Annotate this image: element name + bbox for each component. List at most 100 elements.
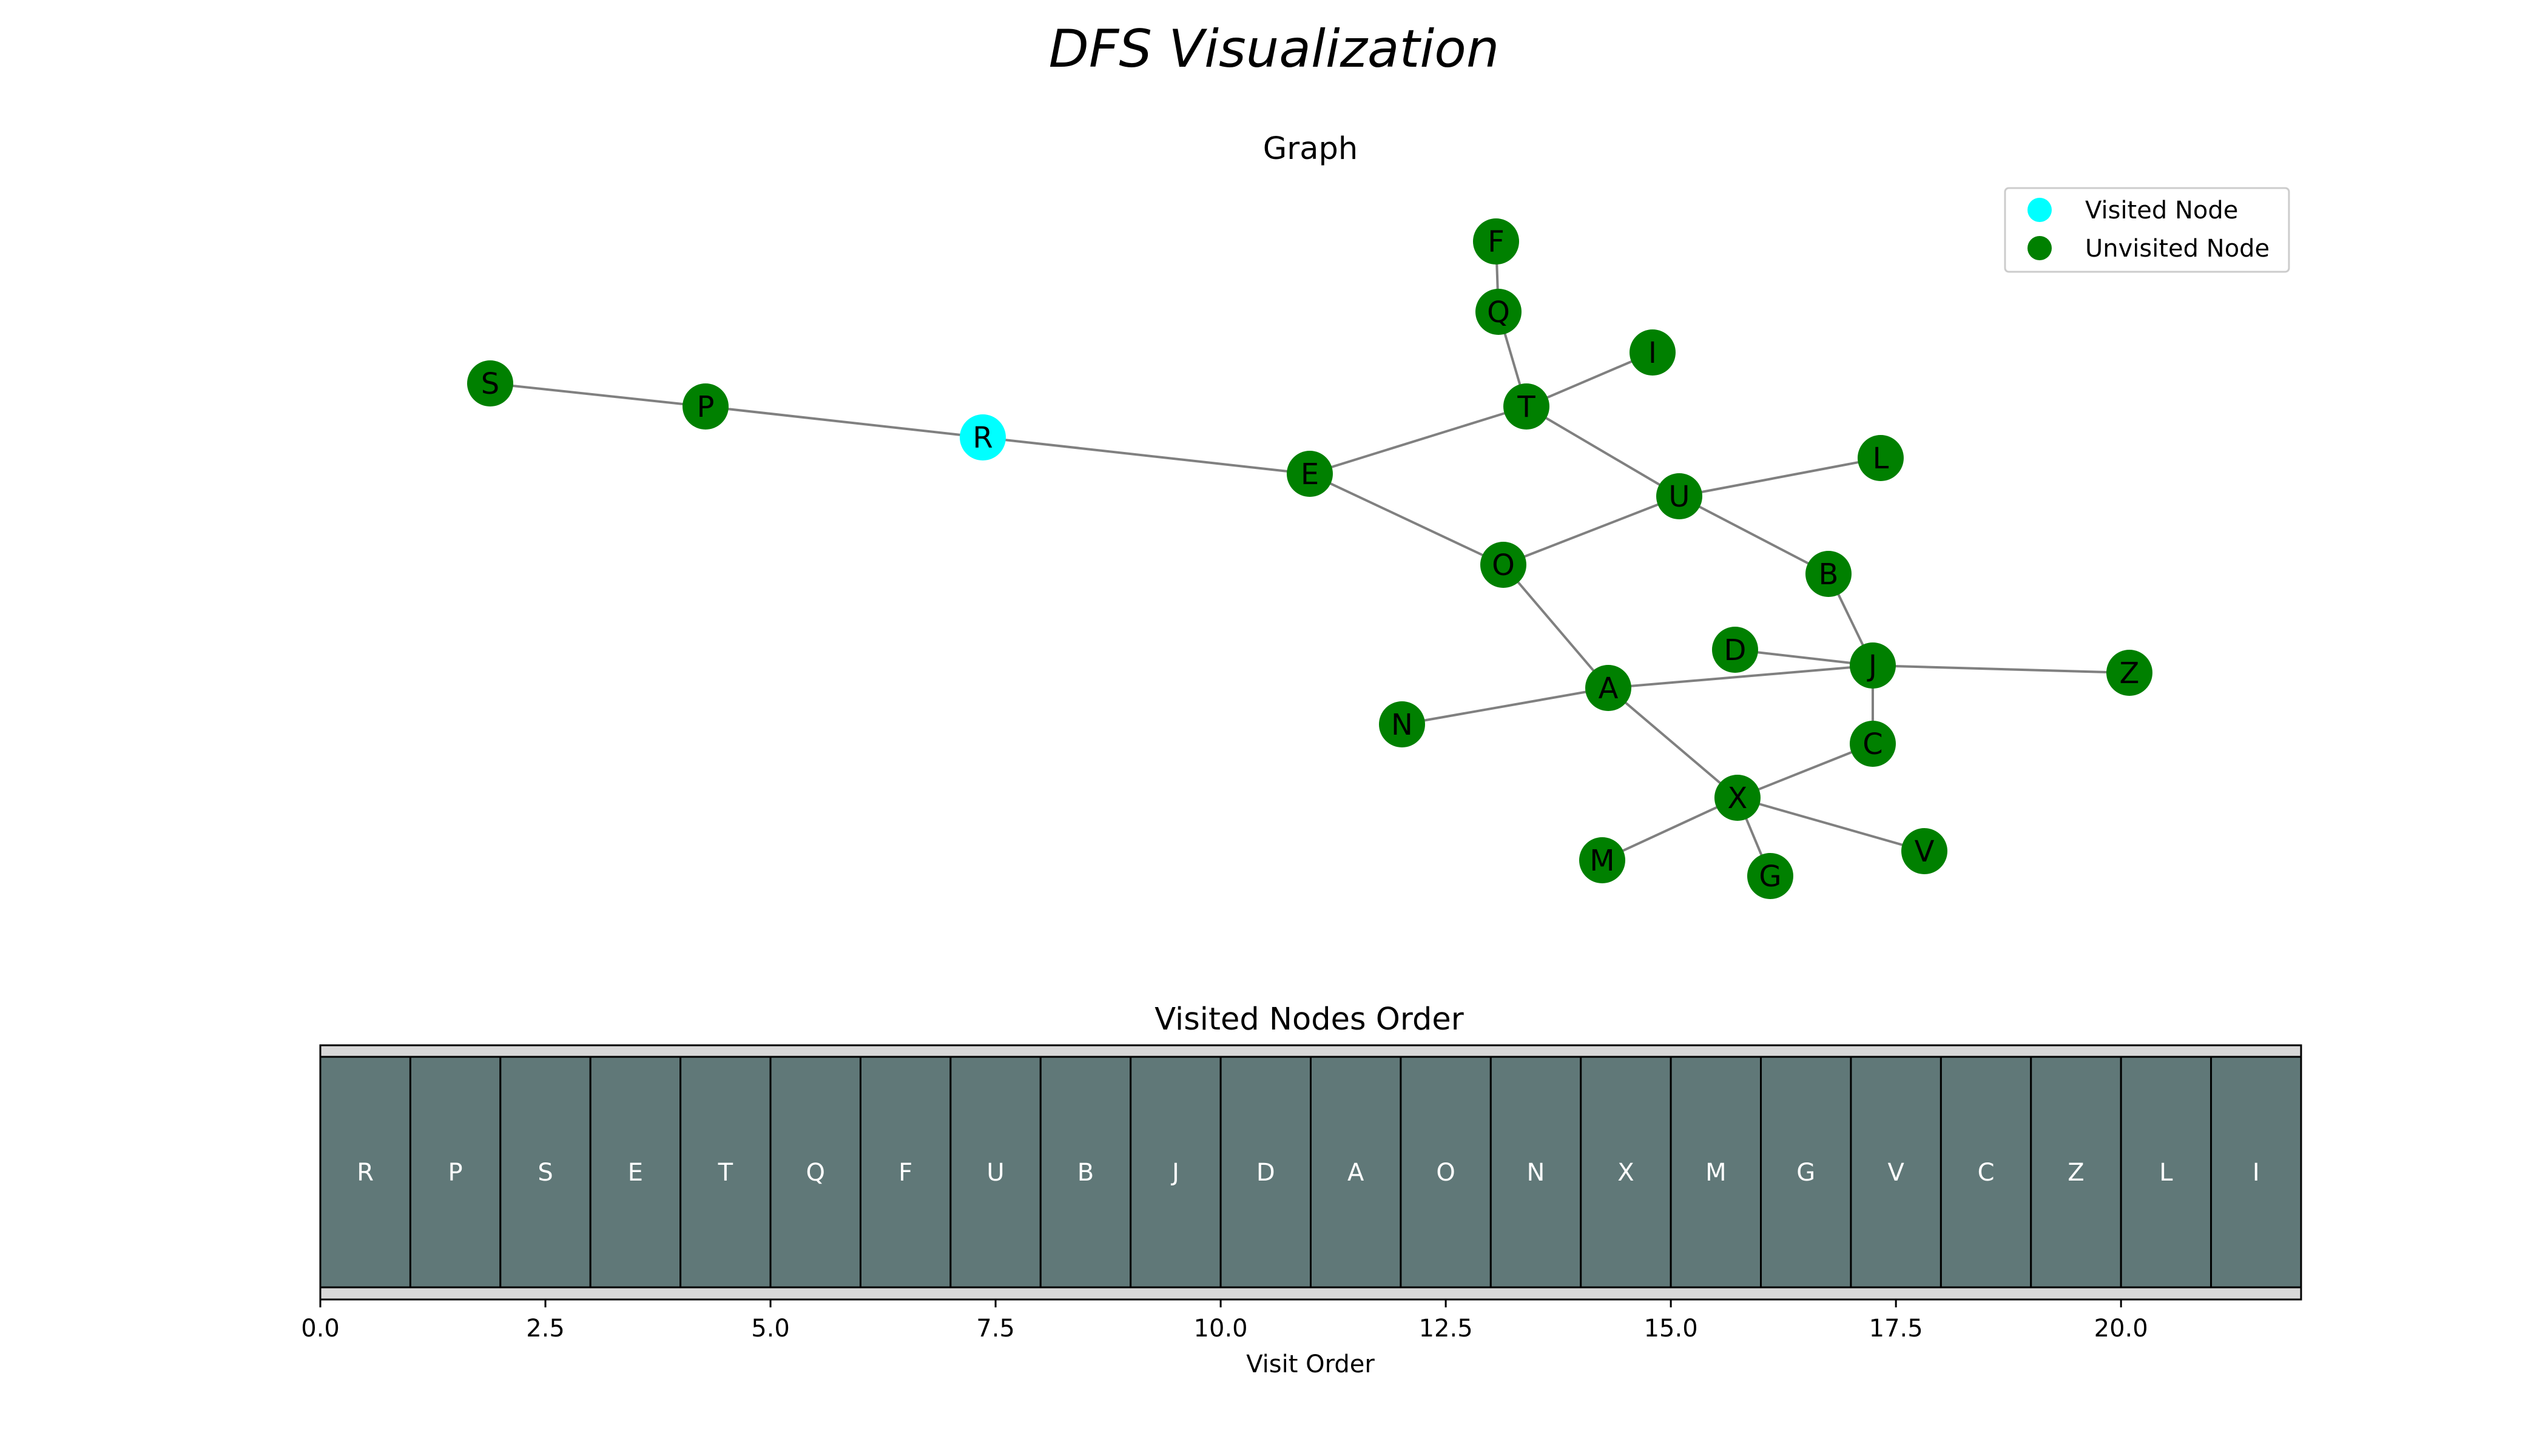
- order-cell-21: [2120, 1056, 2213, 1289]
- node-label-o: O: [1492, 548, 1515, 582]
- node-label-u: U: [1668, 480, 1690, 514]
- edge-r-e: [982, 436, 1310, 475]
- order-cell-20: [2030, 1056, 2122, 1289]
- edge-x-c: [1737, 743, 1873, 799]
- x-tick-label-1: 2.5: [526, 1315, 565, 1343]
- node-q: [1475, 289, 1522, 335]
- x-tick-label-0: 0.0: [301, 1315, 340, 1343]
- node-o: [1480, 542, 1526, 588]
- order-cell-label-4: E: [628, 1159, 643, 1187]
- node-i: [1630, 329, 1676, 376]
- node-label-m: M: [1589, 844, 1614, 878]
- edge-u-o: [1503, 495, 1680, 566]
- order-cell-label-3: S: [538, 1159, 553, 1187]
- order-cell-label-7: F: [898, 1159, 912, 1187]
- edge-d-j: [1734, 649, 1873, 667]
- edge-a-x: [1607, 687, 1739, 799]
- edge-a-j: [1608, 664, 1873, 689]
- node-f: [1473, 218, 1519, 265]
- node-j: [1850, 642, 1896, 689]
- x-tick-label-2: 5.0: [751, 1315, 790, 1343]
- node-l: [1858, 435, 1904, 481]
- edge-u-b: [1679, 495, 1829, 575]
- order-cell-label-15: X: [1617, 1159, 1634, 1187]
- order-cell-label-18: V: [1887, 1159, 1904, 1187]
- node-g: [1747, 853, 1793, 899]
- legend-label-visited: Visited Node: [2085, 197, 2238, 224]
- node-m: [1579, 837, 1625, 883]
- node-label-p: P: [697, 390, 715, 424]
- node-n: [1379, 701, 1425, 747]
- node-label-e: E: [1301, 457, 1319, 491]
- order-cell-label-22: I: [2253, 1159, 2260, 1187]
- graph-legend: Visited Node Unvisited Node: [2004, 187, 2290, 273]
- order-cell-label-14: N: [1527, 1159, 1545, 1187]
- order-cell-4: [589, 1056, 682, 1289]
- order-cell-label-12: A: [1347, 1159, 1364, 1187]
- node-a: [1585, 665, 1631, 711]
- x-tick-label-5: 12.5: [1419, 1315, 1473, 1343]
- order-cell-1: [319, 1056, 411, 1289]
- node-c: [1850, 721, 1896, 767]
- order-cell-9: [1039, 1056, 1132, 1289]
- edge-p-r: [705, 405, 983, 439]
- order-cell-8: [949, 1056, 1042, 1289]
- x-tick-label-6: 15.0: [1644, 1315, 1698, 1343]
- order-cell-2: [409, 1056, 502, 1289]
- graph-panel: Graph S P R E T Q F I U L O B J D Z A N C X M G V Visited Nod…: [467, 131, 2290, 899]
- node-label-q: Q: [1487, 295, 1510, 329]
- node-label-b: B: [1819, 558, 1839, 592]
- edge-e-t: [1309, 405, 1527, 475]
- node-label-t: T: [1517, 390, 1535, 424]
- edge-o-a: [1502, 564, 1609, 689]
- order-cell-label-11: D: [1256, 1159, 1275, 1187]
- node-label-l: L: [1873, 442, 1889, 476]
- node-r: [960, 414, 1006, 460]
- graph-nodes: S P R E T Q F I U L O B J D Z A N C X M G V: [467, 218, 2152, 899]
- order-xlabel: Visit Order: [1246, 1350, 1375, 1378]
- edge-n-a: [1401, 687, 1609, 726]
- order-cell-16: [1670, 1056, 1762, 1289]
- edge-x-m: [1602, 797, 1738, 861]
- node-label-c: C: [1862, 727, 1883, 761]
- node-p: [682, 383, 729, 430]
- order-cell-label-1: R: [357, 1159, 374, 1187]
- order-cell-label-20: Z: [2068, 1159, 2084, 1187]
- order-cell-19: [1940, 1056, 2032, 1289]
- node-z: [2106, 650, 2152, 696]
- edge-s-p: [490, 382, 706, 408]
- x-tick-label-7: 17.5: [1869, 1315, 1923, 1343]
- order-title: Visited Nodes Order: [1154, 1002, 1463, 1037]
- node-label-n: N: [1391, 708, 1413, 742]
- node-label-f: F: [1488, 225, 1505, 259]
- graph-title: Graph: [1263, 131, 1358, 167]
- node-label-z: Z: [2120, 656, 2140, 690]
- node-label-r: R: [972, 421, 993, 455]
- order-cell-label-5: T: [718, 1159, 733, 1187]
- node-label-v: V: [1915, 835, 1935, 869]
- node-label-x: X: [1728, 781, 1748, 815]
- edge-u-l: [1679, 457, 1881, 497]
- order-axis-ticks: 0.0 2.5 5.0 7.5 10.0 12.5 15.0 17.5 20.0: [301, 1299, 2148, 1343]
- figure-title: DFS Visualization: [1049, 19, 1500, 79]
- node-b: [1805, 551, 1852, 597]
- order-cell-17: [1760, 1056, 1852, 1289]
- order-cell-label-9: B: [1077, 1159, 1094, 1187]
- order-cell-label-19: C: [1978, 1159, 1995, 1187]
- order-cell-7: [859, 1056, 952, 1289]
- order-cell-label-8: U: [986, 1159, 1004, 1187]
- edge-x-v: [1737, 797, 1925, 852]
- node-label-s: S: [481, 367, 499, 401]
- order-cell-22: [2210, 1056, 2302, 1289]
- order-cell-label-6: Q: [806, 1159, 825, 1187]
- order-panel: Visited Nodes Order R P S E T Q F U B J D A O N X M G V C Z…: [301, 1002, 2302, 1378]
- node-t: [1503, 383, 1549, 430]
- node-label-a: A: [1599, 672, 1619, 706]
- node-label-i: I: [1648, 336, 1657, 370]
- node-label-j: J: [1867, 649, 1877, 683]
- node-s: [467, 360, 513, 406]
- order-cell-18: [1850, 1056, 1942, 1289]
- order-cell-12: [1310, 1056, 1402, 1289]
